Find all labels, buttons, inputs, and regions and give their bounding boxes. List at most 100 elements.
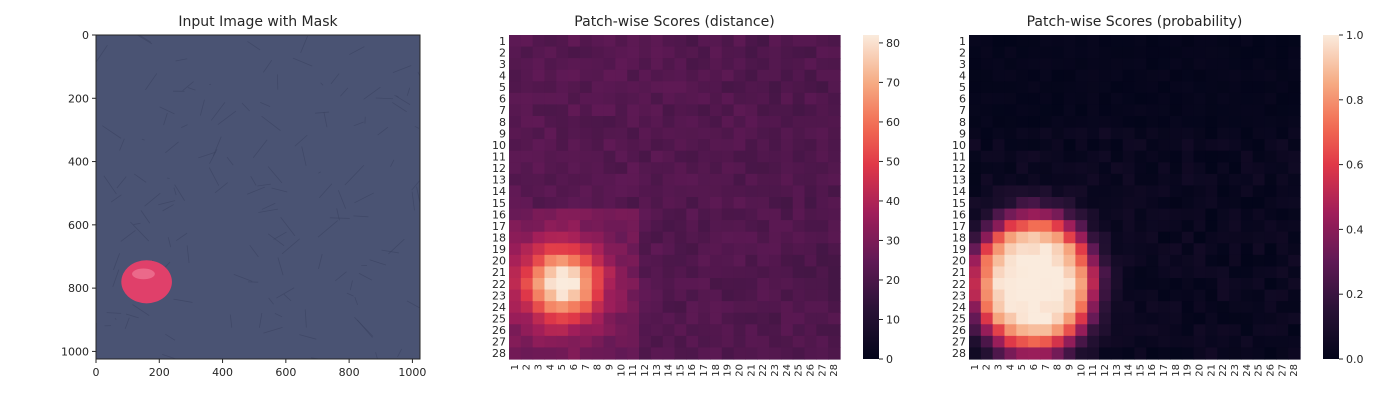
heatmap-cell	[556, 47, 568, 59]
heatmap-cell	[1016, 220, 1028, 232]
col-label: 16	[687, 364, 698, 377]
heatmap-cell	[1146, 336, 1158, 348]
heatmap-cell	[1217, 290, 1229, 302]
heatmap-cell	[745, 116, 757, 128]
heatmap-cell	[1004, 220, 1016, 232]
heatmap-cell	[710, 232, 722, 244]
heatmap-cell	[533, 197, 545, 209]
heatmap-cell	[1123, 243, 1135, 255]
heatmap-cell	[1194, 220, 1206, 232]
heatmap-cell	[1123, 104, 1135, 116]
heatmap-cell	[675, 324, 687, 336]
heatmap-cell	[722, 232, 734, 244]
col-label: 20	[1195, 364, 1206, 377]
heatmap-cell	[1253, 58, 1265, 70]
heatmap-cell	[1158, 313, 1170, 325]
heatmap-cell	[722, 347, 734, 359]
heatmap-cell	[686, 243, 698, 255]
heatmap-cell	[686, 301, 698, 313]
heatmap-cell	[556, 197, 568, 209]
heatmap-cell	[769, 47, 781, 59]
mask-blob	[121, 260, 172, 303]
heatmap-cell	[757, 58, 769, 70]
heatmap-cell	[1276, 174, 1288, 186]
heatmap-cell	[1158, 255, 1170, 267]
heatmap-cell	[1123, 128, 1135, 140]
heatmap-cell	[1288, 151, 1300, 163]
heatmap-cell	[722, 278, 734, 290]
heatmap-cell	[521, 47, 533, 59]
heatmap-cell	[1075, 185, 1087, 197]
heatmap-cell	[781, 336, 793, 348]
heatmap-cell	[969, 209, 981, 221]
heatmap-cell	[1052, 209, 1064, 221]
heatmap-cell	[1182, 209, 1194, 221]
heatmap-cell	[969, 174, 981, 186]
heatmap-cell	[533, 266, 545, 278]
heatmap-cell	[663, 301, 675, 313]
heatmap-cell	[1064, 243, 1076, 255]
heatmap-cell	[1111, 162, 1123, 174]
heatmap-cell	[805, 243, 817, 255]
heatmap-cell	[544, 128, 556, 140]
heatmap-cell	[1064, 197, 1076, 209]
heatmap-cell	[1135, 209, 1147, 221]
x-tick-label: 600	[275, 366, 296, 379]
heatmap-cell	[981, 313, 993, 325]
heatmap-cell	[686, 313, 698, 325]
heatmap-cell	[627, 128, 639, 140]
heatmap-cell	[793, 174, 805, 186]
heatmap-cell	[1087, 197, 1099, 209]
heatmap-cell	[993, 47, 1005, 59]
heatmap-cell	[1182, 116, 1194, 128]
heatmap-cell	[1004, 243, 1016, 255]
heatmap-cell	[981, 232, 993, 244]
heatmap-cell	[1229, 174, 1241, 186]
heatmap-cell	[1182, 162, 1194, 174]
colorbar-tick-label: 50	[886, 155, 900, 168]
heatmap-cell	[1158, 174, 1170, 186]
heatmap-cell	[568, 324, 580, 336]
heatmap-cell	[663, 255, 675, 267]
heatmap-cell	[1123, 255, 1135, 267]
heatmap-cell	[1123, 324, 1135, 336]
heatmap-cell	[1288, 81, 1300, 93]
heatmap-cell	[1276, 70, 1288, 82]
heatmap-cell	[1170, 151, 1182, 163]
heatmap-cell	[1099, 209, 1111, 221]
col-label: 14	[1124, 364, 1135, 377]
heatmap-cell	[722, 209, 734, 221]
heatmap-cell	[1170, 116, 1182, 128]
col-label: 17	[699, 364, 710, 377]
heatmap-cell	[1276, 81, 1288, 93]
heatmap-cell	[757, 220, 769, 232]
heatmap-cell	[969, 104, 981, 116]
colorbar-tick-label: 0	[886, 353, 893, 366]
heatmap-cell	[1111, 324, 1123, 336]
col-label: 21	[1206, 364, 1217, 377]
heatmap-cell	[793, 185, 805, 197]
heatmap-cell	[1276, 243, 1288, 255]
heatmap-cell	[722, 81, 734, 93]
heatmap-cell	[793, 81, 805, 93]
heatmap-cell	[1087, 81, 1099, 93]
heatmap-cell	[509, 35, 521, 47]
heatmap-cell	[639, 301, 651, 313]
heatmap-cell	[639, 151, 651, 163]
heatmap-cell	[568, 116, 580, 128]
heatmap-cell	[533, 162, 545, 174]
heatmap-cell	[734, 70, 746, 82]
heatmap-cell	[1135, 104, 1147, 116]
heatmap-cell	[1028, 174, 1040, 186]
heatmap-cell	[1052, 185, 1064, 197]
heatmap-cell	[1028, 336, 1040, 348]
heatmap-cell	[1099, 255, 1111, 267]
heatmap-cell	[627, 139, 639, 151]
heatmap-cell	[722, 185, 734, 197]
heatmap-cell	[1123, 151, 1135, 163]
heatmap-cell	[1253, 347, 1265, 359]
heatmap-cell	[544, 232, 556, 244]
heatmap-cell	[1028, 232, 1040, 244]
heatmap-cell	[639, 220, 651, 232]
heatmap-cell	[615, 104, 627, 116]
